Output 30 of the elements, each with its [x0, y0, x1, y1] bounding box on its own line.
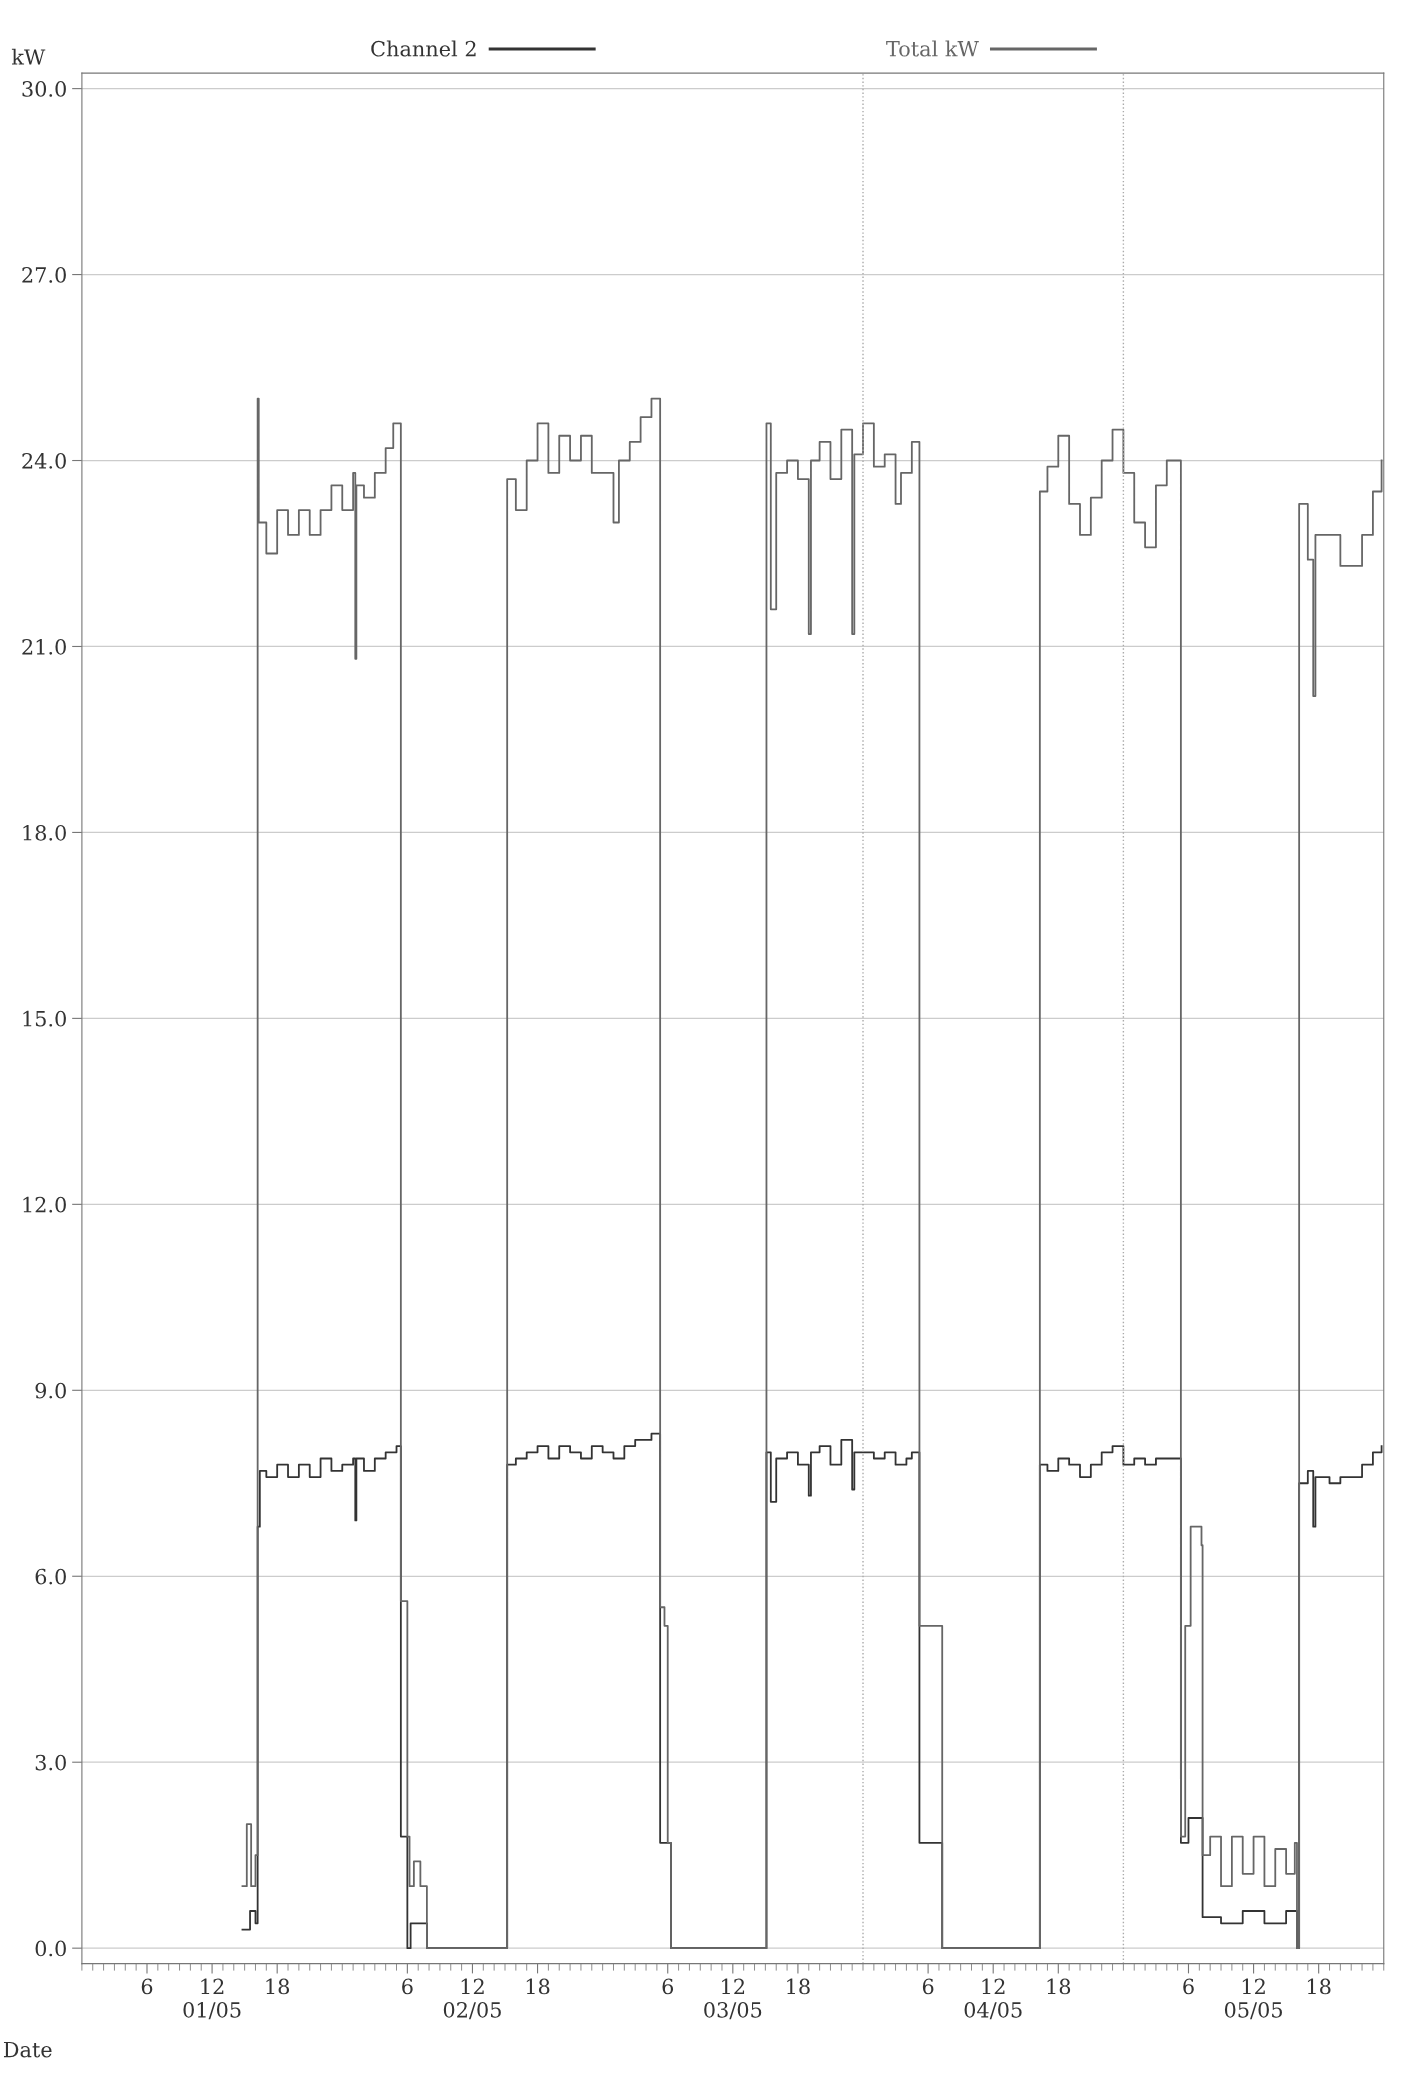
x-tick-label: 6 — [1183, 1978, 1194, 1995]
text: Channel 2 — [371, 40, 476, 57]
x-tick-label: 6 — [922, 1978, 934, 1995]
x-tick-label: 18 — [526, 1978, 550, 1995]
x-tick-label: 18 — [1307, 1978, 1331, 1995]
y-tick-label: 9.0 — [35, 1382, 66, 1399]
x-tick-label: 12 01/05 — [183, 1978, 241, 2020]
x-axis-title: Date — [3, 2041, 52, 2058]
y-axis-title: kW — [11, 48, 46, 65]
x-tick-label: 18 — [787, 1978, 810, 1995]
x-tick-label: 6 — [141, 1978, 153, 1995]
y-tick-label: 15.0 — [23, 1010, 66, 1027]
x-tick-label: 18 — [266, 1978, 290, 1995]
y-tick-label: 12.0 — [23, 1196, 66, 1213]
x-tick-label: 18 — [1047, 1978, 1071, 1995]
x-tick-label: 12 03/05 — [704, 1978, 762, 2020]
x-tick-label: 12 05/05 — [1224, 1978, 1282, 2020]
y-tick-label: 0.0 — [35, 1940, 66, 1957]
y-tick-label: 3.0 — [35, 1754, 66, 1771]
y-tick-label: 24.0 — [22, 452, 66, 469]
x-tick-label: 6 — [662, 1978, 674, 1995]
y-tick-label: 18.0 — [23, 824, 66, 841]
text: Total kW — [886, 40, 979, 57]
x-tick-label: 6 — [402, 1978, 413, 1995]
x-tick-label: 12 04/05 — [964, 1978, 1022, 2020]
y-tick-label: 30.0 — [22, 81, 66, 97]
y-tick-label: 27.0 — [22, 267, 66, 283]
x-tick-label: 12 02/05 — [443, 1978, 501, 2020]
y-tick-label: 21.0 — [22, 638, 66, 655]
y-tick-label: 6.0 — [35, 1568, 66, 1585]
